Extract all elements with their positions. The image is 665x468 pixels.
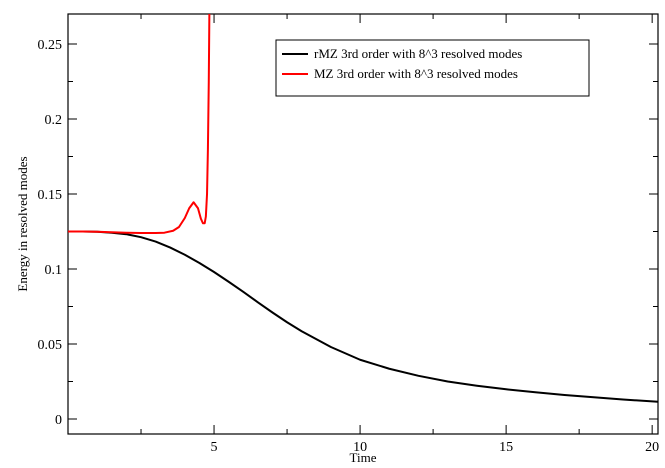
- legend-label-series-1: rMZ 3rd order with 8^3 resolved modes: [314, 46, 522, 61]
- x-axis-ticks: 5 10 15 20: [140, 14, 659, 455]
- plot-frame: [67, 13, 659, 435]
- y-tick-label: 0: [55, 413, 62, 428]
- y-tick-label: 0.15: [38, 188, 63, 203]
- y-axis-ticks: 0 0.05 0.1 0.15 0.2 0.25: [38, 38, 658, 428]
- y-tick-label: 0.2: [45, 113, 63, 128]
- legend: rMZ 3rd order with 8^3 resolved modes MZ…: [275, 39, 590, 97]
- x-tick-label: 15: [499, 440, 513, 455]
- x-tick-label: 10: [353, 440, 367, 455]
- legend-box: [275, 39, 590, 97]
- y-tick-label: 0.05: [38, 338, 63, 353]
- y-tick-label: 0.1: [45, 263, 63, 278]
- x-axis-label: Time: [350, 450, 377, 465]
- legend-label-series-2: MZ 3rd order with 8^3 resolved modes: [314, 66, 518, 81]
- x-tick-label: 20: [645, 440, 659, 455]
- y-axis-label: Energy in resolved modes: [15, 156, 30, 291]
- series-line-1: [68, 230, 659, 403]
- series-line-2: [68, 13, 211, 234]
- series-layer: [68, 13, 659, 403]
- y-tick-label: 0.25: [38, 38, 63, 53]
- x-tick-label: 5: [211, 440, 218, 455]
